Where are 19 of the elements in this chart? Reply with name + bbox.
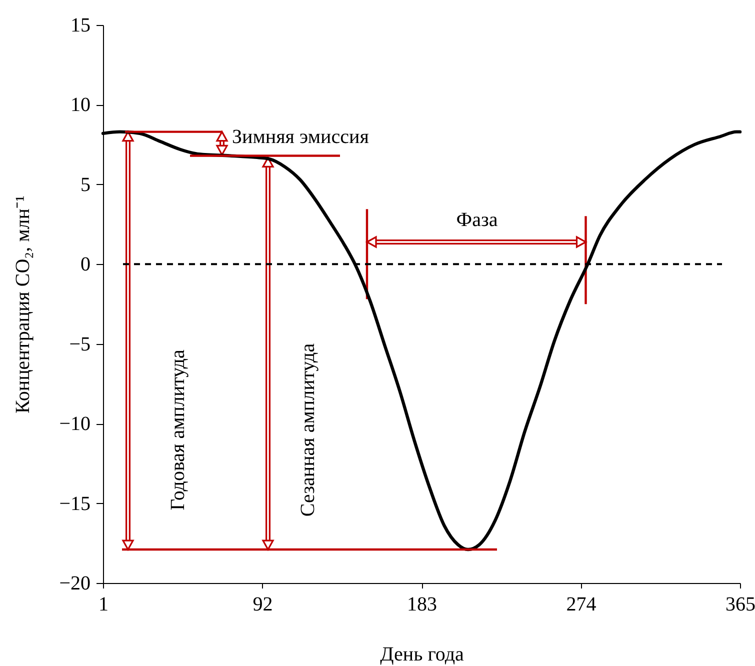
x-tick-label: 92 [252,594,273,616]
y-tick-label: 5 [80,174,90,196]
x-tick-label: 1 [98,594,108,616]
y-tick-label: 0 [80,254,90,276]
y-tick-label: −15 [59,492,90,515]
y-tick-label: −10 [59,413,90,436]
x-tick-label: 183 [407,594,437,616]
y-tick-label: −5 [69,333,90,356]
y-axis-title: Концентрация CO₂, млн⁻¹ [12,196,34,414]
annotation: Сезанная амплитуда [297,343,319,517]
annotation: Фаза [456,209,498,231]
y-tick-label: −20 [59,572,90,594]
x-tick-label: 365 [726,594,755,616]
x-tick-label: 274 [566,594,596,616]
y-tick-label: 10 [70,94,90,116]
annotation: Зимняя эмиссия [232,126,369,148]
y-tick-label: 15 [70,14,90,36]
annotation: Годовая амплитуда [167,349,189,510]
x-axis-title: День года [380,644,464,666]
